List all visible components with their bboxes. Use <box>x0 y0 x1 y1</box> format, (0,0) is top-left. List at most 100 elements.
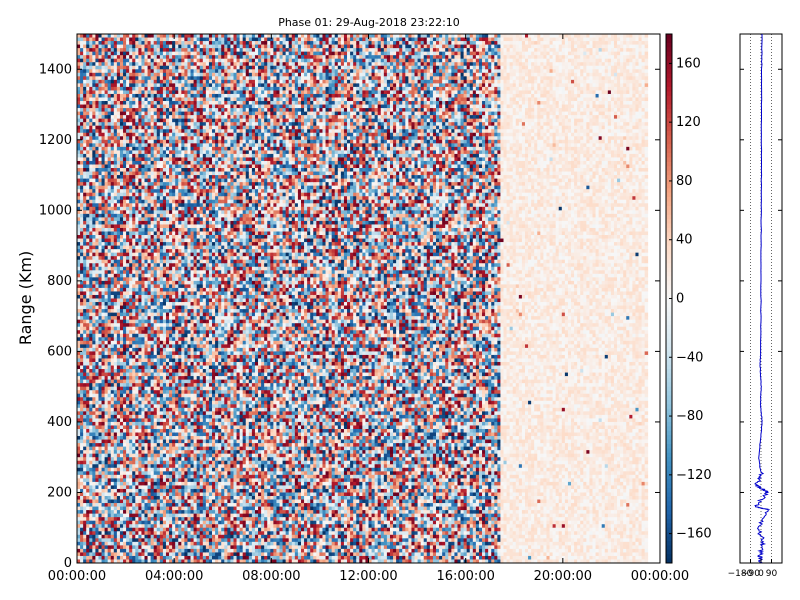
heatmap-cell <box>144 319 148 324</box>
heatmap-cell <box>162 284 167 289</box>
heatmap-cell <box>132 41 136 45</box>
heatmap-cell <box>165 185 170 190</box>
heatmap-cell <box>169 453 173 458</box>
heatmap-cell <box>119 252 124 257</box>
heatmap-cell <box>98 168 102 172</box>
heatmap-cell <box>77 446 81 451</box>
heatmap-cell <box>116 263 121 268</box>
heatmap-cell <box>175 168 179 172</box>
heatmap-cell <box>123 284 127 289</box>
heatmap-cell <box>165 365 170 370</box>
heatmap-cell <box>107 252 112 257</box>
heatmap-cell <box>175 358 179 363</box>
heatmap-cell <box>123 488 127 493</box>
heatmap-cell <box>101 305 106 310</box>
heatmap-cell <box>77 531 81 536</box>
heatmap-cell <box>165 153 170 158</box>
heatmap-cell <box>95 256 99 261</box>
heatmap-cell <box>110 467 115 472</box>
heatmap-cell <box>110 460 115 465</box>
heatmap-cell <box>113 157 118 162</box>
heatmap-cell <box>162 495 167 500</box>
heatmap-cell <box>153 129 158 134</box>
heatmap-cell <box>95 108 99 112</box>
heatmap-cell <box>150 185 155 190</box>
heatmap-cell <box>141 97 145 102</box>
heatmap-cell <box>80 499 84 504</box>
heatmap-cell <box>172 333 176 338</box>
heatmap-cell <box>150 495 155 500</box>
heatmap-cell <box>110 330 115 335</box>
heatmap-cell <box>150 340 155 345</box>
heatmap-cell <box>153 488 158 493</box>
heatmap-cell <box>92 485 96 490</box>
heatmap-cell <box>101 432 106 437</box>
heatmap-cell <box>123 376 127 381</box>
heatmap-cell <box>119 196 124 201</box>
heatmap-cell <box>162 238 167 243</box>
heatmap-cell <box>80 93 84 98</box>
heatmap-cell <box>113 69 118 74</box>
heatmap-cell <box>153 266 158 271</box>
heatmap-cell <box>169 37 173 42</box>
heatmap-cell <box>123 153 127 158</box>
heatmap-cell <box>92 312 96 317</box>
heatmap-cell <box>80 115 84 120</box>
heatmap-cell <box>141 531 145 536</box>
heatmap-cell <box>107 227 112 232</box>
heatmap-cell <box>113 330 118 335</box>
heatmap-cell <box>175 369 179 373</box>
heatmap-cell <box>172 428 176 433</box>
heatmap-cell <box>175 541 179 546</box>
heatmap-cell <box>83 168 87 172</box>
heatmap-cell <box>126 425 130 430</box>
heatmap-cell <box>86 517 90 522</box>
heatmap-cell <box>162 168 167 172</box>
heatmap-cell <box>80 76 84 81</box>
heatmap-cell <box>92 492 96 497</box>
heatmap-cell <box>172 199 176 204</box>
heatmap-cell <box>107 284 112 289</box>
heatmap-cell <box>110 485 115 490</box>
heatmap-cell <box>144 446 148 451</box>
heatmap-cell <box>132 153 136 158</box>
heatmap-cell <box>172 379 176 384</box>
heatmap-cell <box>175 291 179 296</box>
heatmap-cell <box>175 414 179 419</box>
heatmap-cell <box>123 203 127 208</box>
heatmap-cell <box>83 464 87 469</box>
heatmap-cell <box>153 478 158 483</box>
heatmap-cell <box>129 428 133 433</box>
heatmap-cell <box>98 164 102 169</box>
heatmap-cell <box>135 168 139 172</box>
heatmap-cell <box>178 79 182 84</box>
heatmap-cell <box>101 83 106 88</box>
heatmap-cell <box>162 552 167 557</box>
heatmap-cell <box>159 344 164 349</box>
heatmap-cell <box>86 531 90 536</box>
heatmap-cell <box>119 478 124 483</box>
heatmap-cell <box>126 291 130 296</box>
heatmap-cell <box>147 464 152 469</box>
heatmap-cell <box>141 492 145 497</box>
heatmap-cell <box>169 513 173 518</box>
heatmap-cell <box>135 231 139 236</box>
heatmap-cell <box>86 379 90 384</box>
heatmap-cell <box>123 182 127 187</box>
heatmap-cell <box>83 48 87 53</box>
heatmap-cell <box>150 203 155 208</box>
heatmap-cell <box>92 263 96 268</box>
heatmap-cell <box>129 450 133 455</box>
heatmap-cell <box>135 34 139 38</box>
heatmap-cell <box>104 86 109 91</box>
heatmap-cell <box>92 65 96 70</box>
heatmap-cell <box>135 305 139 310</box>
heatmap-cell <box>132 358 136 363</box>
heatmap-cell <box>104 559 109 564</box>
heatmap-cell <box>104 76 109 81</box>
heatmap-cell <box>92 55 96 60</box>
heatmap-cell <box>165 333 170 338</box>
heatmap-cell <box>162 446 167 451</box>
heatmap-cell <box>123 400 127 405</box>
heatmap-cell <box>123 298 127 303</box>
